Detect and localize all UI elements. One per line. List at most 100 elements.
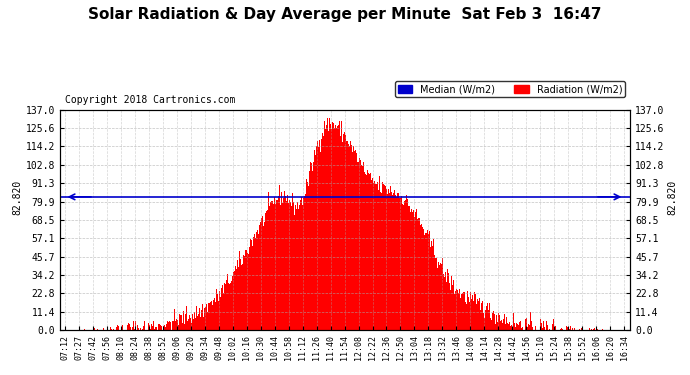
Bar <box>531 321 532 330</box>
Bar <box>137 325 138 330</box>
Text: 82.820: 82.820 <box>12 179 23 214</box>
Bar <box>547 326 548 330</box>
Bar <box>295 205 296 330</box>
Bar <box>361 165 362 330</box>
Bar <box>219 291 220 330</box>
Bar <box>480 303 482 330</box>
Bar <box>339 121 340 330</box>
Bar <box>283 198 284 330</box>
Bar <box>384 185 385 330</box>
Bar <box>178 325 179 330</box>
Bar <box>208 303 210 330</box>
Bar <box>272 201 273 330</box>
Bar <box>352 152 353 330</box>
Bar <box>455 291 456 330</box>
Bar <box>241 264 243 330</box>
Bar <box>387 194 388 330</box>
Bar <box>203 317 204 330</box>
Bar <box>307 182 308 330</box>
Bar <box>381 193 382 330</box>
Bar <box>194 312 195 330</box>
Bar <box>567 327 569 330</box>
Bar <box>301 197 302 330</box>
Bar <box>181 315 182 330</box>
Bar <box>505 324 506 330</box>
Bar <box>437 262 439 330</box>
Bar <box>333 123 334 330</box>
Bar <box>515 322 517 330</box>
Bar <box>223 293 224 330</box>
Bar <box>487 303 489 330</box>
Bar <box>428 234 429 330</box>
Bar <box>496 315 497 330</box>
Bar <box>453 279 454 330</box>
Bar <box>264 222 265 330</box>
Bar <box>544 327 545 330</box>
Bar <box>121 325 123 330</box>
Bar <box>465 302 466 330</box>
Bar <box>498 313 499 330</box>
Bar <box>407 200 408 330</box>
Bar <box>303 198 304 330</box>
Bar <box>334 128 335 330</box>
Bar <box>377 182 378 330</box>
Bar <box>433 239 434 330</box>
Bar <box>183 311 184 330</box>
Bar <box>532 327 533 330</box>
Bar <box>378 189 379 330</box>
Bar <box>512 328 513 330</box>
Bar <box>235 267 236 330</box>
Bar <box>460 298 461 330</box>
Bar <box>493 311 494 330</box>
Bar <box>526 318 527 330</box>
Bar <box>424 235 425 330</box>
Bar <box>213 300 215 330</box>
Bar <box>477 301 479 330</box>
Bar <box>354 151 355 330</box>
Bar <box>164 326 165 330</box>
Bar <box>238 267 239 330</box>
Bar <box>514 323 515 330</box>
Bar <box>522 327 524 330</box>
Bar <box>319 152 321 330</box>
Bar <box>391 192 392 330</box>
Bar <box>446 282 447 330</box>
Bar <box>345 135 346 330</box>
Bar <box>462 294 463 330</box>
Bar <box>148 322 149 330</box>
Bar <box>409 206 411 330</box>
Bar <box>142 329 143 330</box>
Bar <box>397 193 399 330</box>
Bar <box>429 231 430 330</box>
Bar <box>263 226 264 330</box>
Bar <box>543 321 544 330</box>
Bar <box>225 284 226 330</box>
Bar <box>187 321 188 330</box>
Bar <box>226 280 227 330</box>
Bar <box>467 291 468 330</box>
Bar <box>502 323 503 330</box>
Bar <box>229 284 230 330</box>
Bar <box>552 324 553 330</box>
Bar <box>331 129 333 330</box>
Bar <box>206 313 208 330</box>
Bar <box>517 324 518 330</box>
Bar <box>244 250 246 330</box>
Bar <box>425 233 426 330</box>
Bar <box>329 118 331 330</box>
Bar <box>302 205 303 330</box>
Bar <box>388 189 389 330</box>
Bar <box>197 316 198 330</box>
Bar <box>201 304 203 330</box>
Bar <box>256 232 257 330</box>
Bar <box>290 202 291 330</box>
Bar <box>267 210 268 330</box>
Bar <box>435 258 437 330</box>
Bar <box>369 174 371 330</box>
Bar <box>126 325 128 330</box>
Bar <box>321 139 322 330</box>
Bar <box>231 281 232 330</box>
Bar <box>482 315 484 330</box>
Bar <box>249 247 250 330</box>
Bar <box>350 141 351 330</box>
